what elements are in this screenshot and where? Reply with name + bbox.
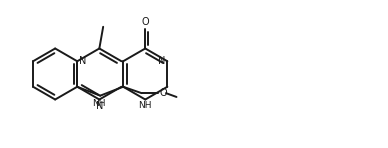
Text: O: O bbox=[159, 88, 167, 98]
Text: N: N bbox=[96, 102, 103, 111]
Text: NH: NH bbox=[92, 99, 106, 108]
Text: O: O bbox=[142, 17, 149, 27]
Text: NH: NH bbox=[139, 102, 152, 110]
Text: N: N bbox=[79, 56, 87, 66]
Text: N: N bbox=[158, 56, 165, 66]
